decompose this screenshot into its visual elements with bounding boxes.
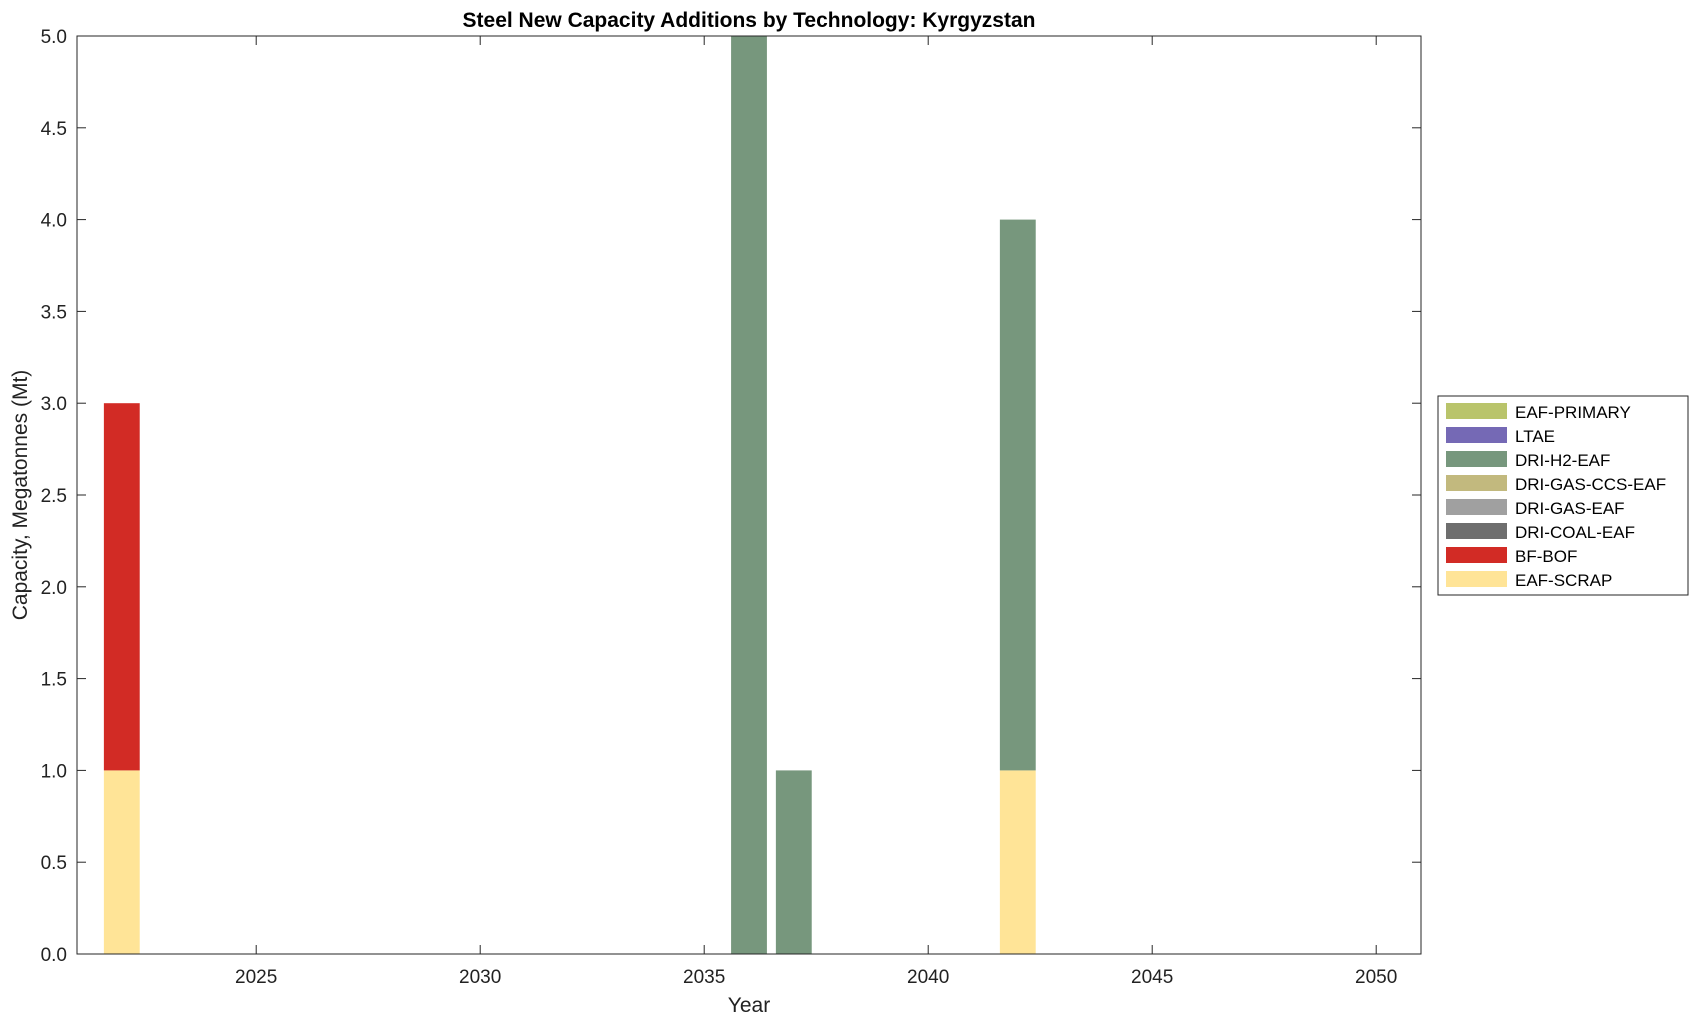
- bar-dri-h2-eaf-2042: [999, 219, 1036, 771]
- x-tick-label: 2045: [1131, 967, 1173, 988]
- chart-title: Steel New Capacity Additions by Technolo…: [463, 9, 1036, 32]
- bar-bf-bof-2022: [103, 403, 140, 771]
- legend-label-bf-bof: BF-BOF: [1515, 547, 1577, 566]
- legend-swatch-dri-h2-eaf: [1446, 451, 1507, 467]
- x-tick-label: 2025: [235, 967, 277, 988]
- x-tick-label: 2040: [907, 967, 949, 988]
- bar-eaf-scrap-2042: [999, 770, 1036, 954]
- legend-label-dri-coal-eaf: DRI-COAL-EAF: [1515, 523, 1635, 542]
- ticks: 2025 2030 2035 2040 2045 2050 0.0 0.5 1.0 1.5 2.0 2…: [41, 27, 1421, 988]
- legend-label-dri-gas-eaf: DRI-GAS-EAF: [1515, 499, 1625, 518]
- y-tick-label: 4.5: [41, 119, 67, 140]
- plot-area: 2025 2030 2035 2040 2045 2050 0.0 0.5 1.0 1.5 2.0 2…: [41, 27, 1422, 988]
- y-tick-label: 1.5: [41, 670, 67, 691]
- y-tick-label: 3.5: [41, 302, 67, 323]
- plot-border: [76, 35, 1422, 955]
- legend-label-dri-h2-eaf: DRI-H2-EAF: [1515, 451, 1610, 470]
- y-tick-label: 0.5: [41, 853, 67, 874]
- bar-dri-h2-eaf-2036: [731, 36, 767, 954]
- legend-label-eaf-scrap: EAF-SCRAP: [1515, 571, 1612, 590]
- legend-swatch-dri-gas-eaf: [1446, 499, 1507, 515]
- y-tick-label: 1.0: [41, 761, 67, 782]
- legend-label-eaf-primary: EAF-PRIMARY: [1515, 403, 1631, 422]
- legend-swatch-eaf-scrap: [1446, 571, 1507, 587]
- bars: [103, 36, 1036, 954]
- x-axis-label: Year: [728, 994, 770, 1017]
- x-tick-label: 2035: [683, 967, 725, 988]
- y-tick-label: 2.5: [41, 486, 67, 507]
- y-tick-label: 0.0: [41, 945, 67, 966]
- legend-swatch-dri-coal-eaf: [1446, 523, 1507, 539]
- legend-swatch-eaf-primary: [1446, 403, 1507, 419]
- y-axis-label: Capacity, Megatonnes (Mt): [9, 370, 32, 621]
- x-tick-label: 2050: [1355, 967, 1397, 988]
- legend-label-ltae: LTAE: [1515, 427, 1555, 446]
- legend: EAF-PRIMARY LTAE DRI-H2-EAF DRI-GAS-CCS-EAF…: [1437, 395, 1689, 596]
- y-tick-label: 2.0: [41, 578, 67, 599]
- legend-items: EAF-PRIMARY LTAE DRI-H2-EAF DRI-GAS-CCS-EAF…: [1446, 403, 1666, 590]
- bar-eaf-scrap-2022: [103, 770, 140, 954]
- y-tick-label: 4.0: [41, 211, 67, 232]
- x-tick-label: 2030: [459, 967, 501, 988]
- legend-swatch-dri-gas-ccs-eaf: [1446, 475, 1507, 491]
- legend-swatch-bf-bof: [1446, 547, 1507, 563]
- legend-swatch-ltae: [1446, 427, 1507, 443]
- legend-label-dri-gas-ccs-eaf: DRI-GAS-CCS-EAF: [1515, 475, 1666, 494]
- y-tick-label: 3.0: [41, 394, 67, 415]
- y-tick-label: 5.0: [41, 27, 67, 48]
- bar-dri-h2-eaf-2037: [775, 770, 812, 954]
